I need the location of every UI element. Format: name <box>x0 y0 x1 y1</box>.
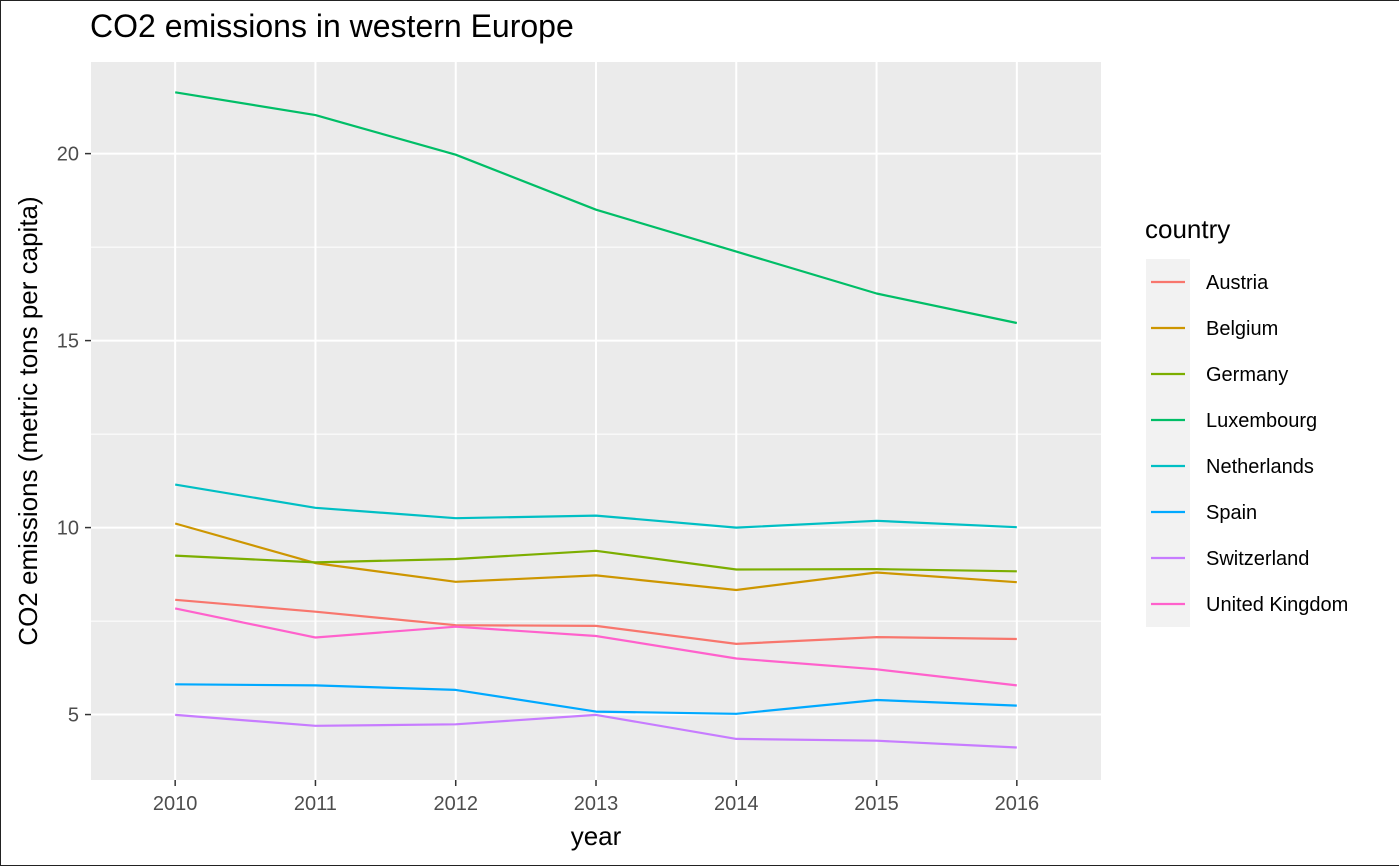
legend-label: Luxembourg <box>1206 410 1317 432</box>
legend-label: Switzerland <box>1206 548 1309 570</box>
y-axis-label: CO2 emissions (metric tons per capita) <box>13 196 43 645</box>
legend-label: United Kingdom <box>1206 594 1348 616</box>
legend-label: Spain <box>1206 502 1257 524</box>
y-tick-label: 15 <box>57 331 79 353</box>
series-line-united-kingdom <box>174 607 1017 687</box>
x-tick-label: 2014 <box>714 793 759 815</box>
x-tick-label: 2010 <box>153 793 198 815</box>
legend-label: Germany <box>1206 364 1288 386</box>
y-tick-label: 20 <box>57 144 79 166</box>
x-tick-label: 2012 <box>433 793 478 815</box>
series-line-spain <box>175 683 1017 715</box>
series-line-austria <box>175 598 1017 646</box>
series-line-luxembourg <box>175 91 1018 325</box>
legend-label: Belgium <box>1206 318 1278 340</box>
legend-title: country <box>1145 214 1231 244</box>
legend-label: Netherlands <box>1206 456 1314 478</box>
x-tick-label: 2013 <box>574 793 619 815</box>
y-tick-label: 5 <box>68 705 79 727</box>
x-axis-label: year <box>571 821 622 851</box>
y-tick-label: 10 <box>57 518 79 540</box>
x-tick-label: 2016 <box>995 793 1040 815</box>
series-line-netherlands <box>175 483 1017 529</box>
x-tick-label: 2015 <box>854 793 899 815</box>
series-line-germany <box>175 549 1017 573</box>
x-tick-label: 2011 <box>294 793 337 815</box>
series-line-switzerland <box>175 713 1017 749</box>
legend-label: Austria <box>1206 272 1269 294</box>
chart-title: CO2 emissions in western Europe <box>90 8 574 44</box>
